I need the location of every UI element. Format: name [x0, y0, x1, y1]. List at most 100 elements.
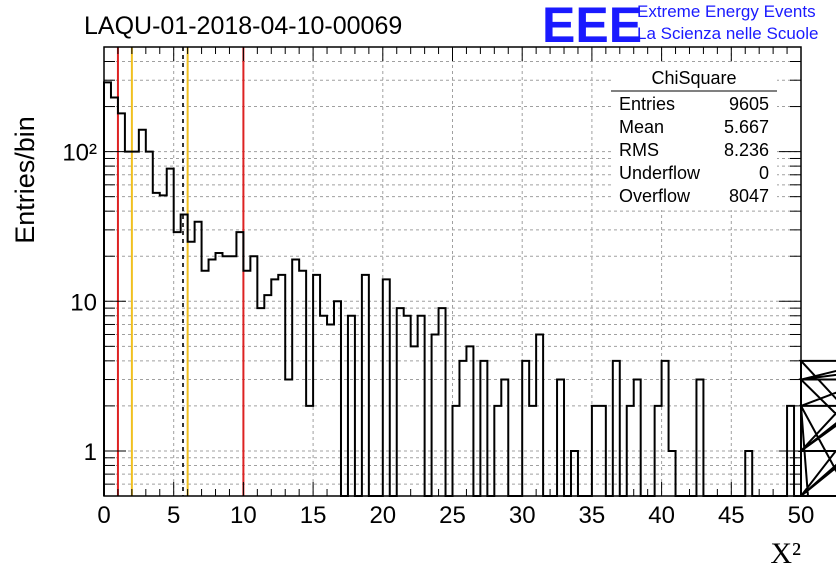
histogram-bin [536, 334, 543, 496]
histogram-bin [216, 253, 223, 496]
histogram-bin [146, 152, 153, 496]
histogram-outline [103, 81, 836, 497]
x-tick-label: 40 [648, 502, 675, 529]
y-tick-label: 1 [84, 439, 97, 466]
histogram-bin [167, 169, 174, 496]
stats-box: ChiSquare Entries 9605 Mean 5.667 RMS 8.236 Un… [611, 64, 777, 210]
histogram-bin [222, 256, 229, 496]
histogram-bin [174, 232, 181, 496]
histogram-bin [459, 361, 466, 496]
histogram-bin [195, 222, 202, 496]
histogram-bin [634, 380, 641, 496]
x-tick-label: 5 [167, 502, 180, 529]
histogram-bin [592, 406, 599, 496]
stats-value-entries: 9605 [729, 94, 769, 114]
histogram-bin [480, 361, 487, 496]
histogram-bin [292, 260, 299, 496]
histogram-bin [181, 215, 188, 496]
stats-label-overflow: Overflow [619, 186, 691, 206]
plot-border [103, 46, 802, 497]
stats-label-rms: RMS [619, 140, 659, 160]
histogram-bin [278, 275, 285, 496]
histogram-bin [529, 406, 536, 496]
logo-text: EEE [542, 0, 642, 53]
histogram-bin [348, 316, 355, 496]
logo-line-2: La Scienza nelle Scuole [637, 24, 818, 43]
histogram-bin [696, 380, 703, 496]
y-tick-label: 10 [70, 289, 97, 316]
histogram-bin [522, 361, 529, 496]
histogram-bin [662, 361, 669, 496]
y-axis-title: Entries/bin [10, 116, 40, 244]
histogram-bin [669, 451, 676, 496]
histogram-bin [125, 152, 132, 496]
histogram-bin [397, 308, 404, 496]
histogram-bin [627, 406, 634, 496]
histogram-bin [229, 256, 236, 496]
stats-label-entries: Entries [619, 94, 675, 114]
histogram-bin [411, 346, 418, 496]
histogram-series [103, 81, 836, 497]
histogram-bin [745, 451, 752, 496]
histogram-bin [132, 152, 139, 496]
histogram-bin [599, 406, 606, 496]
x-tick-label: 50 [788, 502, 815, 529]
histogram-bin [202, 271, 209, 496]
histogram-bin [118, 113, 125, 496]
x-axis-tick-labels: 0 5 10 15 20 25 30 35 40 45 50 [97, 502, 814, 529]
histogram-bin [466, 346, 473, 496]
histogram-bin [327, 324, 334, 496]
histogram-bin [613, 361, 620, 496]
x-tick-label: 30 [509, 502, 536, 529]
histogram-bin [334, 301, 341, 496]
x-tick-label: 10 [230, 502, 257, 529]
histogram-bin [139, 130, 146, 496]
histogram-bin [655, 406, 662, 496]
histogram-bin [153, 193, 160, 496]
x-tick-label: 15 [300, 502, 327, 529]
histogram-bin [104, 82, 111, 496]
histogram-bin [404, 316, 411, 496]
threshold-lines [116, 47, 245, 496]
histogram-bin [209, 260, 216, 496]
histogram-bin [243, 271, 250, 496]
stats-value-overflow: 8047 [729, 186, 769, 206]
histogram-bin [320, 316, 327, 496]
y-axis-tick-labels: 1 10 10² [62, 140, 97, 466]
x-tick-label: 25 [439, 502, 466, 529]
histogram-bin [383, 279, 390, 496]
histogram-bin [250, 256, 257, 496]
histogram-bin [453, 406, 460, 496]
histogram-bin [264, 295, 271, 496]
stats-value-mean: 5.667 [724, 117, 769, 137]
x-tick-label: 35 [579, 502, 606, 529]
stats-value-underflow: 0 [759, 163, 769, 183]
logo-line-1: Extreme Energy Events [637, 2, 816, 21]
histogram-bin [557, 380, 564, 496]
histogram-bin [494, 406, 501, 496]
plot-frame [103, 46, 802, 497]
histogram-bin [432, 334, 439, 496]
x-tick-label: 45 [718, 502, 745, 529]
histogram-bin [160, 195, 167, 496]
histogram-bin [571, 451, 578, 496]
histogram-bin [236, 232, 243, 496]
x-axis-title: X² [770, 537, 801, 570]
histogram-bin [299, 271, 306, 496]
stats-box-background [611, 64, 777, 210]
histogram-bin [439, 308, 446, 496]
histogram-bin [285, 380, 292, 496]
histogram-bin [313, 275, 320, 496]
histogram-bin [188, 242, 195, 496]
histogram-bin [418, 316, 425, 496]
histogram-bin [257, 308, 264, 496]
histogram-bin [501, 380, 508, 496]
stats-value-rms: 8.236 [724, 140, 769, 160]
histogram-bin [271, 279, 278, 496]
eee-logo: EEE Extreme Energy Events La Scienza nel… [542, 0, 818, 53]
stats-label-mean: Mean [619, 117, 664, 137]
x-tick-label: 20 [369, 502, 396, 529]
histogram-bin [111, 97, 118, 496]
x-tick-label: 0 [97, 502, 110, 529]
